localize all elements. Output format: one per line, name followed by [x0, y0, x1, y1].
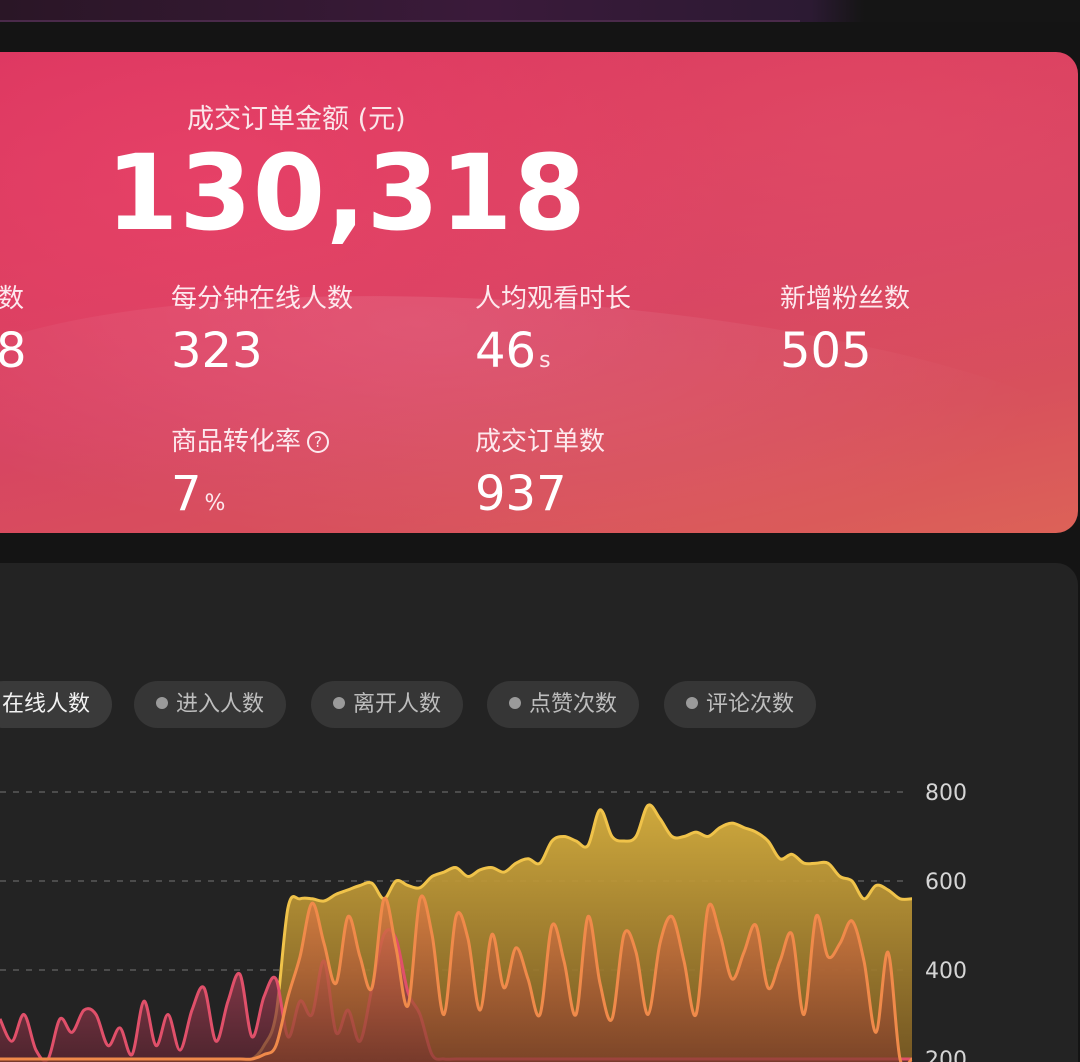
tab-online-count-label: 在线人数	[2, 692, 91, 717]
new-followers: 505	[780, 327, 872, 375]
avg-watch-time-label: 人均观看时长	[475, 284, 632, 314]
tab-leave-count[interactable]: 离开人数	[311, 681, 464, 728]
dot-icon	[509, 697, 521, 709]
online-per-minute: 323	[171, 327, 263, 375]
tab-leave-count-label: 离开人数	[353, 692, 442, 717]
tab-online-count[interactable]: 在线人数	[0, 681, 113, 728]
metric-label-clipped: 数	[0, 284, 25, 314]
tab-comment-count-label: 评论次数	[706, 692, 795, 717]
tab-comment-count[interactable]: 评论次数	[664, 681, 817, 728]
dot-icon	[156, 697, 168, 709]
series-orange-line	[0, 894, 914, 1062]
order-amount-label: 成交订单金额 (元)	[187, 104, 406, 135]
tab-like-count[interactable]: 点赞次数	[487, 681, 640, 728]
conversion-rate-value: 7	[171, 466, 202, 522]
new-followers-value: 505	[780, 323, 872, 379]
conversion-rate-label: 商品转化率	[171, 427, 302, 457]
y-tick-label: 800	[925, 781, 967, 806]
conversion-rate-unit: %	[204, 491, 226, 516]
avg-watch-time: 46 s	[475, 327, 551, 375]
dot-icon	[333, 697, 345, 709]
y-tick-label: 600	[925, 870, 967, 895]
new-followers-label: 新增粉丝数	[780, 284, 911, 314]
order-count: 937	[475, 470, 567, 518]
y-tick-label: 200	[925, 1048, 967, 1062]
order-count-value: 937	[475, 466, 567, 522]
question-circle-icon[interactable]: ?	[307, 431, 330, 453]
series-orange-area	[0, 896, 912, 1062]
conversion-rate: 7%	[171, 470, 225, 518]
series-pink-area	[0, 929, 912, 1062]
tab-like-count-label: 点赞次数	[529, 692, 618, 717]
conversion-rate-label-wrap: 商品转化率?	[171, 421, 330, 458]
metric-value-clipped: 8	[0, 323, 27, 379]
summary-card	[0, 52, 1078, 533]
order-amount-value: 130,318	[106, 132, 587, 254]
avg-watch-time-unit: s	[539, 348, 551, 373]
tab-enter-count[interactable]: 进入人数	[134, 681, 287, 728]
avg-watch-time-value: 46	[475, 323, 537, 379]
online-per-minute-value: 323	[171, 323, 263, 379]
metric-clipped: 8	[0, 327, 27, 375]
tab-enter-count-label: 进入人数	[176, 692, 265, 717]
y-tick-label: 400	[925, 959, 967, 984]
top-banner	[0, 0, 1080, 22]
online-per-minute-label: 每分钟在线人数	[171, 284, 354, 314]
dot-icon	[686, 697, 698, 709]
trend-chart: 800 600 400 200	[0, 781, 967, 1062]
order-count-label: 成交订单数	[475, 427, 606, 457]
